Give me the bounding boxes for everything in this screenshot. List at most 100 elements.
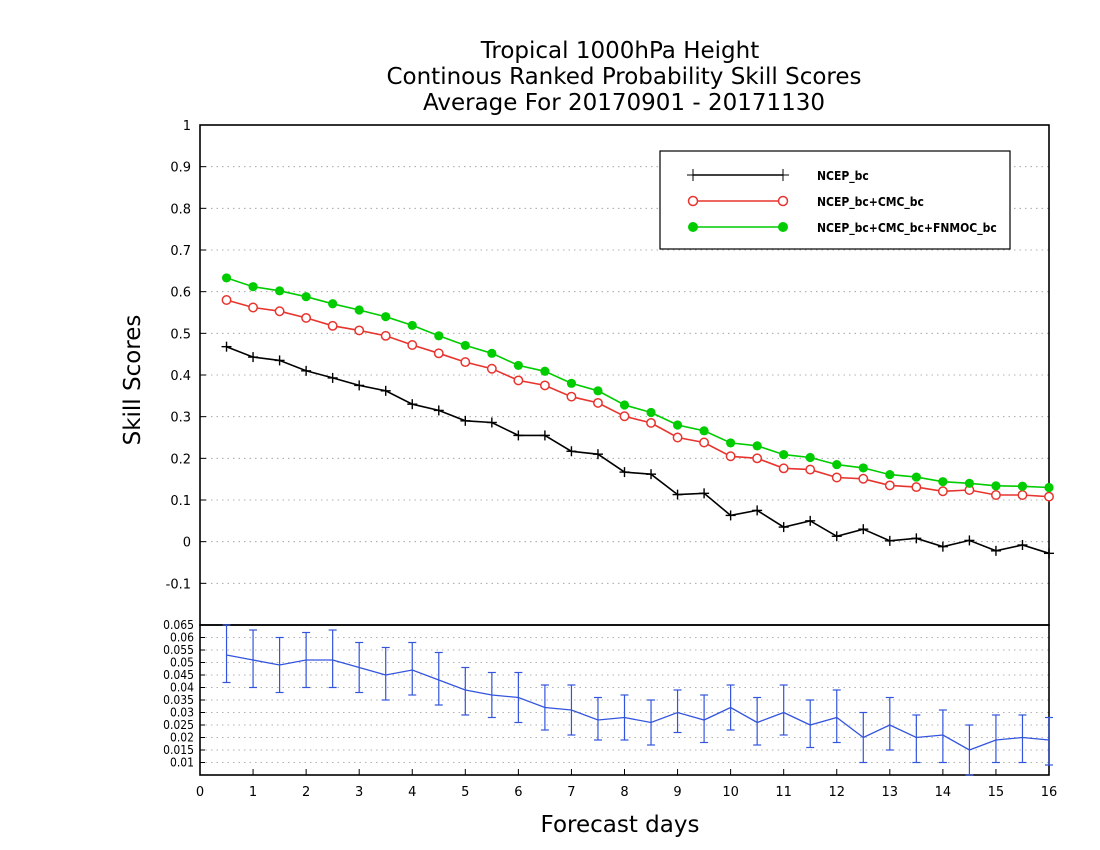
data-point-ncep: [858, 524, 869, 535]
legend-marker-ncep-end: [777, 169, 789, 181]
data-point-ncep-cmc-fnmoc: [381, 312, 391, 322]
error-bar: [381, 646, 390, 701]
error-bar: [938, 709, 947, 764]
data-point-ncep-cmc-fnmoc: [699, 426, 709, 436]
data-point-ncep-cmc-fnmoc: [858, 463, 868, 473]
x-tick-label: 11: [775, 785, 792, 800]
data-point-ncep-cmc: [646, 417, 656, 428]
x-tick-label: 16: [1041, 785, 1058, 800]
data-point-ncep-cmc-fnmoc: [752, 441, 762, 451]
data-point-ncep-cmc: [539, 380, 550, 391]
legend-marker-ncep-start: [687, 169, 699, 181]
error-bar: [1045, 716, 1053, 766]
data-point-ncep-cmc-fnmoc: [593, 386, 603, 396]
error-bar: [753, 696, 762, 746]
error-bar: [461, 666, 470, 716]
data-point-ncep: [964, 535, 975, 546]
data-point-ncep-cmc: [593, 397, 603, 408]
data-point-ncep-cmc: [1044, 491, 1054, 502]
data-point-ncep-cmc: [752, 453, 763, 464]
data-point-ncep-cmc-fnmoc: [460, 340, 470, 351]
data-point-ncep: [433, 405, 444, 416]
main-y-tick-label: 0.4: [170, 369, 191, 384]
legend-marker-ncep-cmc-end: [777, 195, 789, 207]
data-point-ncep-cmc-fnmoc: [354, 305, 364, 315]
data-point-ncep-cmc-fnmoc: [274, 286, 285, 296]
spread-y-tick-label: 0.045: [163, 668, 194, 682]
error-bar: [779, 684, 788, 736]
x-tick-label: 3: [355, 785, 363, 800]
data-point-ncep: [407, 399, 418, 410]
main-y-tick-label: 0.3: [170, 411, 191, 426]
data-point-ncep-cmc-fnmoc: [248, 282, 258, 292]
x-tick-label: 13: [882, 785, 899, 800]
data-point-ncep-cmc: [937, 486, 948, 497]
data-point-ncep: [539, 430, 550, 441]
data-point-ncep-cmc: [778, 463, 789, 474]
data-point-ncep-cmc-fnmoc: [540, 366, 550, 376]
data-point-ncep-cmc-fnmoc: [991, 481, 1001, 491]
main-y-tick-label: 0.8: [170, 202, 191, 217]
data-point-ncep: [778, 522, 789, 533]
spread-series-line: [226, 654, 1050, 751]
x-tick-label: 14: [935, 785, 952, 800]
data-point-ncep-cmc: [858, 473, 869, 484]
data-point-ncep-cmc: [672, 432, 683, 443]
data-point-ncep-cmc: [725, 451, 736, 462]
error-bar: [991, 714, 1000, 764]
data-point-ncep-cmc: [433, 348, 444, 359]
series-line-ncep: [226, 345, 1050, 555]
data-point-ncep-cmc: [407, 340, 418, 350]
legend-label-ncep-cmc-fnmoc: NCEP_bc+CMC_bc+FNMOC_bc: [817, 221, 997, 236]
data-point-ncep-cmc-fnmoc: [911, 472, 921, 482]
x-tick-label: 0: [196, 785, 204, 800]
main-y-tick-label: 0.6: [170, 286, 191, 301]
error-bar: [434, 651, 443, 706]
chart-title-line-2: Continous Ranked Probability Skill Score…: [386, 64, 861, 90]
x-tick-label: 2: [302, 785, 310, 800]
data-point-ncep: [221, 341, 232, 352]
data-point-ncep-cmc-fnmoc: [221, 273, 232, 283]
data-point-ncep: [486, 417, 497, 428]
main-grid: [200, 166, 1049, 584]
series-line-ncep-cmc: [226, 299, 1050, 498]
data-point-ncep-cmc-fnmoc: [566, 378, 577, 388]
data-point-ncep: [380, 385, 391, 396]
data-point-ncep: [274, 355, 285, 366]
data-point-ncep: [460, 415, 471, 426]
data-point-ncep-cmc-fnmoc: [726, 438, 736, 448]
data-point-ncep-cmc: [1017, 490, 1028, 500]
data-point-ncep: [831, 531, 842, 542]
x-tick-label: 9: [673, 785, 681, 800]
data-point-ncep-cmc-fnmoc: [779, 449, 789, 460]
data-point-ncep-cmc-fnmoc: [832, 459, 842, 470]
legend: NCEP_bc NCEP_bc+CMC_bc NCEP_bc+CMC_bc+FN…: [659, 150, 1011, 250]
main-y-tick-label: 0.5: [170, 327, 191, 342]
data-point-ncep-cmc: [699, 437, 710, 448]
data-point-ncep-cmc: [619, 411, 630, 422]
x-tick-label: 1: [249, 785, 257, 800]
legend-marker-ncep-cmc-fnmoc-end: [778, 222, 788, 232]
error-bar: [1018, 714, 1027, 764]
data-point-ncep-cmc-fnmoc: [964, 478, 975, 488]
main-y-tick-label: 0: [183, 536, 191, 551]
spread-y-tick-label: 0.01: [170, 756, 194, 770]
error-bar: [673, 689, 682, 734]
error-bar: [912, 714, 921, 764]
data-point-ncep: [911, 533, 922, 544]
data-point-ncep: [354, 380, 365, 391]
data-point-ncep: [699, 488, 710, 499]
spread-series-group: [222, 624, 1053, 776]
spread-y-tick-label: 0.015: [163, 743, 194, 757]
main-y-tick-label: 0.1: [170, 494, 191, 509]
legend-marker-ncep-cmc-fnmoc-start: [688, 222, 698, 232]
legend-label-ncep-cmc: NCEP_bc+CMC_bc: [817, 195, 924, 210]
spread-y-tick-label: 0.04: [170, 681, 194, 695]
error-bar: [408, 641, 417, 696]
data-point-ncep-cmc: [566, 391, 577, 402]
error-bar: [885, 696, 894, 751]
data-point-ncep: [672, 489, 683, 500]
spread-y-tick-label: 0.03: [170, 706, 194, 720]
data-point-ncep: [327, 372, 338, 383]
